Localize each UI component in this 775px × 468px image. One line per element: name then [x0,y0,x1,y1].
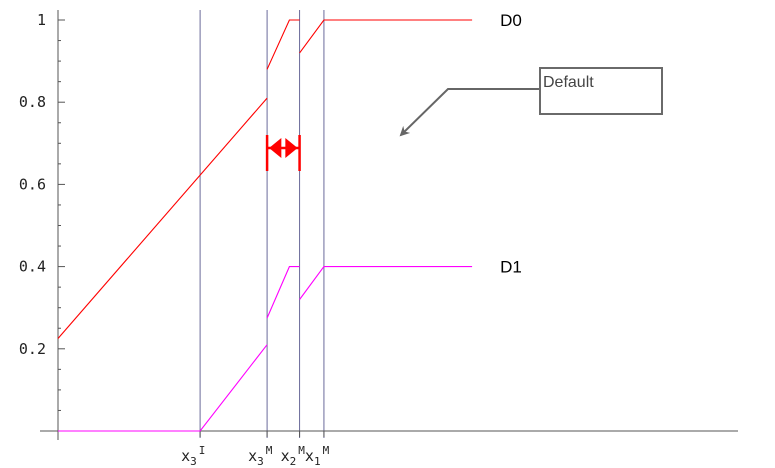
x-tick-label-x1M: x1M [305,444,330,468]
series-line-D1 [58,344,268,432]
series-layer [57,19,473,432]
series-D1 [58,266,473,432]
y-tick-label: 0.6 [19,175,46,193]
x-tick-label-x3M: x3M [248,444,273,468]
callout-box [539,67,663,115]
series-line-D1 [299,266,473,300]
x-tick-label-x3I: x3I [181,444,205,468]
series-line-D0 [299,19,473,54]
x-tick-label-x2M: x2M [281,444,306,468]
series-line-D0 [57,97,268,339]
series-line-D1 [266,266,300,319]
default-annotation: Default [265,67,663,171]
y-tick-label: 1 [37,11,46,29]
range-arrowhead-left [269,138,282,158]
y-tick-label: 0.2 [19,340,46,358]
labels-layer: 0.2 0.4 0.6 0.8 1 x3I x3M x2M x1M D0 D1 [19,11,522,468]
callout-text: Default [543,74,594,91]
range-arrowhead-right [285,138,298,158]
series-label-D0: D0 [500,11,522,30]
series-D0 [57,19,473,339]
y-tick-label: 0.4 [19,258,46,276]
y-tick-label: 0.8 [19,93,46,111]
series-line-D0 [266,19,300,70]
series-label-D1: D1 [500,258,522,277]
callout-arrow [399,88,540,137]
vertical-reference-lines [199,10,325,438]
